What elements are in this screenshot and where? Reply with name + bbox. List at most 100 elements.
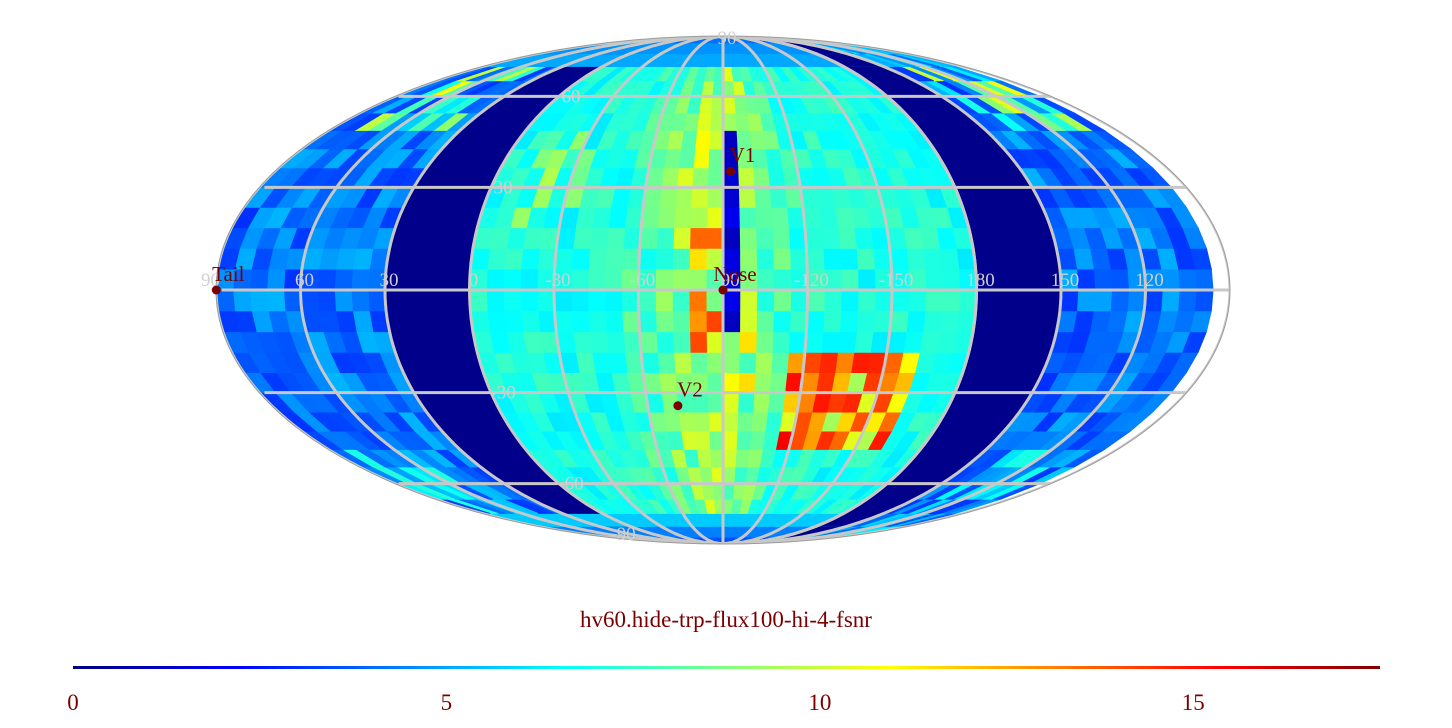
heatmap-cell	[607, 351, 628, 374]
heatmap-cell	[350, 289, 370, 312]
heatmap-cell	[707, 411, 724, 432]
heatmap-cell	[755, 227, 774, 249]
marker-label: Tail	[212, 262, 245, 286]
heatmap-cell	[367, 289, 387, 312]
colorbar-tick-label: 10	[808, 690, 831, 715]
colorbar: 0 5 10 15	[67, 666, 1380, 715]
meridian-label: 120	[1135, 270, 1164, 291]
heatmap-cell	[1005, 247, 1027, 270]
heatmap-cell	[989, 247, 1010, 270]
heatmap-cell	[486, 310, 507, 333]
heatmap-cell	[519, 289, 539, 312]
heatmap-cell	[822, 310, 842, 333]
meridian-label: 30	[380, 270, 399, 291]
heatmap-cell	[789, 289, 808, 312]
heatmap-cell	[722, 483, 735, 500]
heatmap-cell	[1025, 268, 1045, 291]
heatmap-cell	[708, 130, 724, 150]
heatmap-cell	[707, 148, 724, 169]
heatmap-cell	[1008, 289, 1028, 312]
heatmap-cell	[1093, 289, 1113, 312]
parallel-label: -30	[490, 383, 515, 404]
heatmap-cell	[638, 289, 657, 312]
heatmap-cell	[1093, 268, 1113, 291]
heatmap-cell	[707, 167, 724, 188]
heatmap-cell	[485, 268, 505, 291]
meridian-label: -30	[545, 270, 570, 291]
heatmap-cell	[707, 392, 724, 413]
heatmap-cell	[536, 289, 556, 312]
meridian-label: 180	[966, 270, 995, 291]
heatmap-cell	[503, 247, 524, 270]
heatmap-cell	[1126, 289, 1146, 312]
heatmap-cell	[691, 167, 709, 188]
marker-dot	[726, 166, 735, 176]
heatmap-cell	[688, 289, 707, 312]
heatmap-cell	[1194, 268, 1214, 291]
heatmap-cell	[418, 289, 438, 312]
heatmap-cell	[772, 247, 791, 270]
heatmap-cell	[469, 289, 488, 312]
heatmap-cell	[384, 289, 404, 312]
heatmap-cell	[818, 351, 839, 374]
heatmap-cell	[333, 289, 353, 312]
heatmap-cell	[756, 289, 775, 312]
heatmap-cell	[764, 148, 783, 169]
heatmap-cell	[753, 372, 772, 394]
heatmap-cell	[589, 227, 609, 249]
heatmap-cell	[722, 227, 741, 249]
parallel-label: -90	[610, 524, 635, 545]
heatmap-cell	[750, 411, 768, 432]
heatmap-cell	[587, 289, 606, 312]
heatmap-cell	[756, 268, 775, 291]
heatmap-cell	[671, 268, 690, 291]
heatmap-cell	[922, 247, 943, 270]
heatmap-cell	[658, 186, 678, 208]
heatmap-cell	[738, 186, 756, 208]
heatmap-cell	[692, 411, 710, 432]
heatmap-cell	[587, 268, 606, 291]
heatmap-cell	[502, 289, 522, 312]
heatmap-cell	[673, 351, 692, 374]
heatmap-cell	[1177, 289, 1197, 312]
heatmap-cell	[249, 289, 269, 312]
heatmap-cell	[401, 289, 421, 312]
heatmap-cell	[1059, 289, 1079, 312]
parallel-label: 30	[494, 177, 513, 198]
heatmap-cell	[746, 112, 763, 131]
heatmap-cell	[738, 206, 757, 229]
heatmap-cell	[764, 411, 783, 432]
heatmap-cell	[604, 289, 623, 312]
marker-dot	[718, 285, 728, 295]
heatmap-cell	[820, 227, 841, 249]
heatmap-cell	[690, 186, 708, 208]
heatmap-cell	[941, 289, 961, 312]
heatmap-cell	[705, 227, 724, 249]
heatmap-cell	[840, 268, 859, 291]
heatmap-cell	[692, 148, 710, 169]
heatmap-cell	[834, 351, 855, 374]
marker-dot	[211, 285, 221, 295]
heatmap-cell	[772, 310, 791, 333]
heatmap-cell	[789, 247, 808, 270]
heatmap-cell	[589, 331, 609, 353]
heatmap-cell	[435, 289, 454, 312]
heatmap-cell	[333, 268, 353, 291]
heatmap-cell	[689, 227, 708, 249]
heatmap-cell	[853, 227, 874, 249]
heatmap-cell	[587, 247, 607, 270]
heatmap-cell	[755, 247, 774, 270]
heatmap-cell	[855, 310, 876, 333]
parallel-label: -60	[558, 474, 583, 495]
chart-title: hv60.hide-trp-flux100-hi-4-fsnr	[580, 607, 872, 632]
heatmap-cell	[737, 392, 755, 413]
heatmap-cell	[789, 310, 808, 333]
heatmap-cell	[678, 411, 696, 432]
heatmap-cell	[773, 268, 792, 291]
heatmap-cell	[770, 206, 789, 229]
heatmap-cell	[711, 80, 724, 97]
meridian-label: -90	[714, 270, 739, 291]
heatmap-cell	[722, 206, 740, 229]
parallel-label: 90	[718, 28, 737, 49]
heatmap-cell	[874, 289, 893, 312]
